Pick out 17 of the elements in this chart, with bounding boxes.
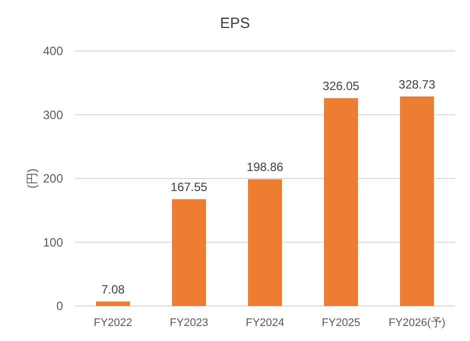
xtick: FY2022 — [94, 317, 132, 329]
ytick: 300 — [42, 108, 63, 122]
xtick: FY2024 — [246, 317, 284, 329]
data-label: 7.08 — [101, 282, 125, 296]
ytick: 0 — [56, 299, 63, 313]
data-label: 328.73 — [398, 77, 436, 92]
data-label: 167.55 — [170, 180, 208, 194]
xtick: FY2023 — [170, 317, 208, 329]
ytick: 200 — [42, 172, 63, 186]
data-label: 326.05 — [322, 79, 360, 94]
xtick: FY2025 — [322, 317, 360, 329]
title: EPS — [220, 15, 250, 32]
ytick: 400 — [42, 44, 63, 58]
ylabel: (円) — [25, 168, 39, 188]
ytick: 100 — [42, 235, 63, 250]
xtick: FY2026(予) — [388, 317, 446, 329]
data-label: 198.86 — [246, 160, 284, 174]
